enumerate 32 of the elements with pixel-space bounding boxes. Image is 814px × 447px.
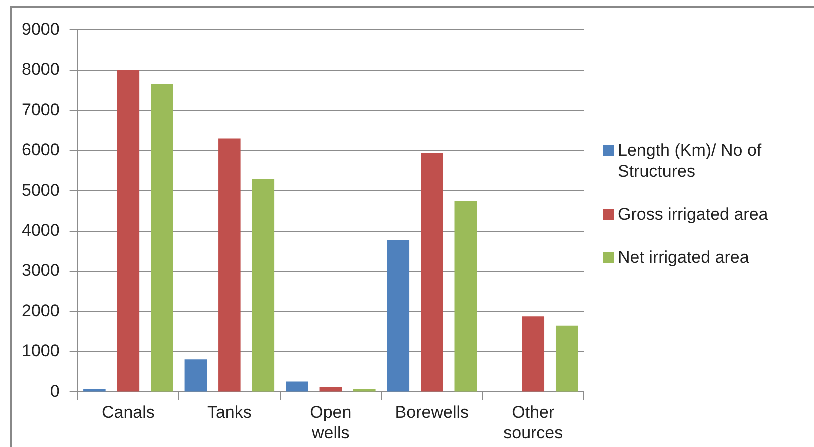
- bar: [151, 84, 174, 392]
- bar: [218, 138, 241, 392]
- x-tick-label: Open wells: [310, 403, 352, 442]
- bar: [184, 360, 208, 392]
- x-tick-label: Other sources: [504, 403, 564, 442]
- bar: [252, 179, 275, 392]
- y-tick-label: 8000: [22, 60, 60, 80]
- y-tick-label: 3000: [22, 261, 60, 280]
- bar: [84, 388, 106, 392]
- legend-label: Net irrigated area: [618, 247, 750, 268]
- legend-label: Gross irrigated area: [618, 204, 768, 225]
- y-tick-label: 1000: [22, 342, 60, 361]
- y-tick-label: 2000: [22, 301, 60, 320]
- bar: [454, 202, 478, 392]
- x-tick-label: Borewells: [395, 403, 469, 422]
- y-tick-label: 7000: [22, 100, 60, 120]
- bar: [117, 70, 140, 392]
- bar: [387, 240, 410, 392]
- bar: [320, 386, 342, 392]
- bar: [556, 326, 578, 392]
- x-tick-label: Tanks: [207, 403, 252, 422]
- y-tick-label: 0: [50, 382, 60, 401]
- bar: [286, 382, 308, 392]
- bar: [354, 388, 376, 392]
- bar: [421, 153, 444, 392]
- x-tick-label: Canals: [102, 403, 155, 422]
- y-tick-label: 5000: [22, 180, 60, 200]
- legend-label: Length (Km)/ No of Structures: [618, 140, 763, 182]
- bar: [522, 316, 545, 392]
- y-tick-label: 6000: [22, 140, 60, 160]
- y-tick-label: 4000: [22, 221, 60, 240]
- y-tick-label: 9000: [22, 20, 60, 39]
